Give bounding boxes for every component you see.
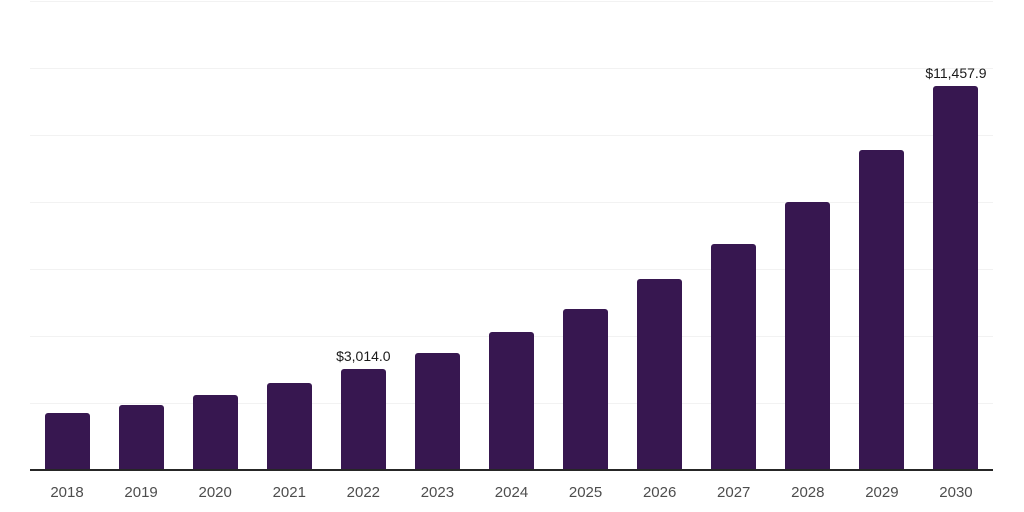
bar — [489, 332, 534, 470]
x-tick-label: 2018 — [50, 484, 84, 501]
bar — [44, 413, 90, 470]
x-tick-label: 2025 — [568, 484, 603, 501]
x-tick-label: 2024 — [494, 484, 529, 501]
bar — [859, 150, 905, 470]
bar — [192, 394, 238, 470]
x-axis-line — [30, 469, 993, 471]
bar — [118, 405, 164, 470]
x-tick-label: 2019 — [124, 484, 158, 501]
x-tick-label: 2029 — [865, 484, 899, 501]
bar — [785, 201, 831, 470]
gridline — [30, 1, 993, 2]
bar-value-label: $3,014.0 — [336, 348, 391, 365]
bar-value-label: $11,457.9 — [925, 65, 987, 82]
x-tick-label: 2028 — [791, 484, 825, 501]
x-tick-label: 2021 — [272, 484, 306, 501]
gridline — [30, 68, 993, 69]
x-tick-label: 2030 — [939, 484, 973, 501]
x-tick-label: 2022 — [346, 484, 381, 501]
bar — [340, 369, 386, 470]
bar — [933, 86, 979, 470]
x-tick-label: 2020 — [198, 484, 232, 501]
bar — [637, 279, 683, 470]
bar — [266, 383, 312, 470]
gridline — [30, 135, 993, 136]
x-tick-label: 2026 — [642, 484, 677, 501]
gridline — [30, 202, 993, 203]
bar — [563, 309, 609, 470]
bar — [711, 243, 757, 470]
x-tick-label: 2027 — [717, 484, 751, 501]
bar — [414, 353, 460, 470]
gridline — [30, 269, 993, 270]
x-tick-label: 2023 — [420, 484, 455, 501]
